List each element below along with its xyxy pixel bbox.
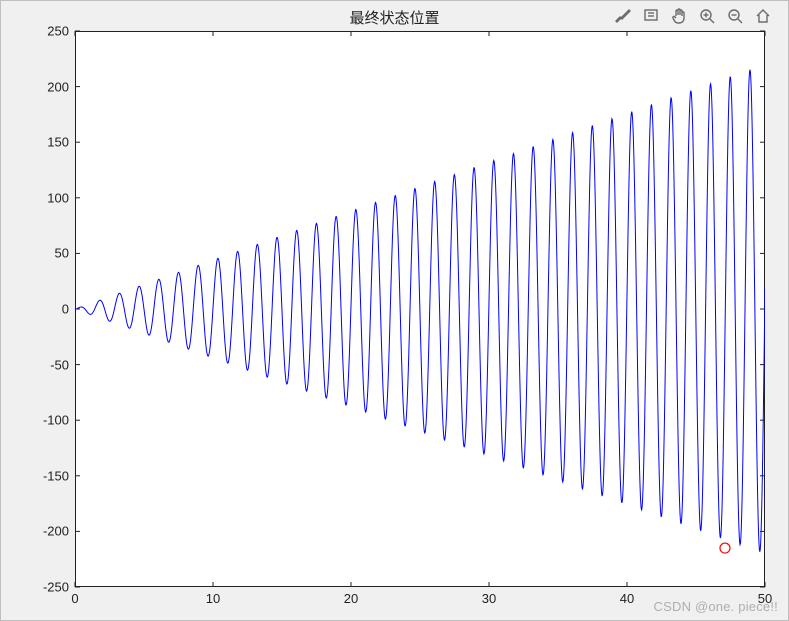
y-tick-label: 150 [19, 135, 75, 150]
x-tick-label: 10 [206, 587, 220, 606]
data-line [75, 70, 765, 552]
y-tick-label: 100 [19, 190, 75, 205]
x-tick-label: 20 [344, 587, 358, 606]
chart-axes[interactable]: 01020304050-250-200-150-100-500501001502… [75, 31, 765, 587]
marker-circle [720, 543, 730, 553]
datatip-icon[interactable] [640, 5, 662, 27]
axes-canvas [75, 31, 765, 587]
x-tick-label: 40 [620, 587, 634, 606]
zoomin-icon[interactable] [696, 5, 718, 27]
x-tick-label: 30 [482, 587, 496, 606]
y-tick-label: -100 [19, 413, 75, 428]
zoomout-icon[interactable] [724, 5, 746, 27]
y-tick-label: 200 [19, 79, 75, 94]
home-icon[interactable] [752, 5, 774, 27]
y-tick-label: -50 [19, 357, 75, 372]
axes-toolbar [612, 5, 774, 27]
brush-icon[interactable] [612, 5, 634, 27]
y-tick-label: -200 [19, 524, 75, 539]
y-tick-label: -150 [19, 468, 75, 483]
figure-window: 最终状态位置 01020304050-250-200-150-100-50050… [0, 0, 789, 621]
y-tick-label: 0 [19, 302, 75, 317]
y-tick-label: -250 [19, 580, 75, 595]
x-tick-label: 50 [758, 587, 772, 606]
y-tick-label: 50 [19, 246, 75, 261]
pan-icon[interactable] [668, 5, 690, 27]
y-tick-label: 250 [19, 24, 75, 39]
